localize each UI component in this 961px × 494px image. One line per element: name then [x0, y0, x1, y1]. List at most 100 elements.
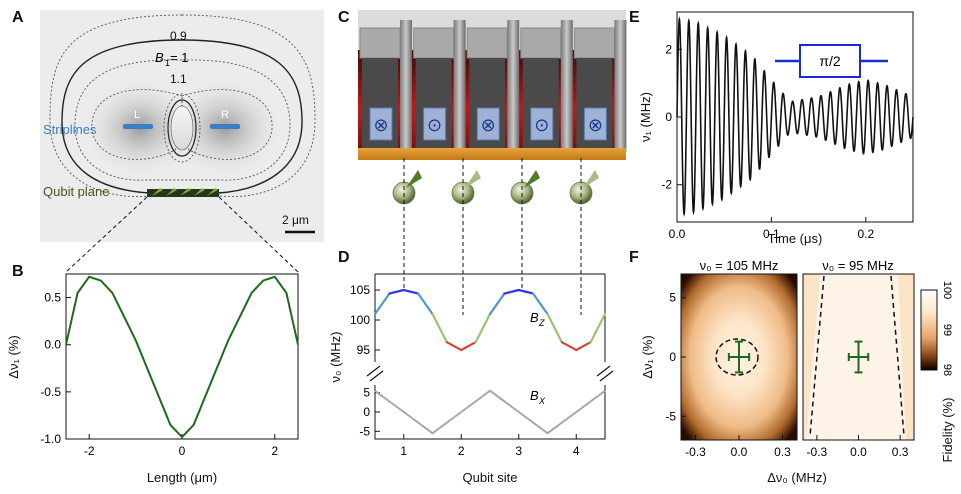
scale-bar-label: 2 μm	[282, 213, 309, 227]
panel-label-a: A	[12, 9, 24, 26]
chart-d-bx-label: B	[530, 388, 539, 403]
panel-label-b: B	[12, 263, 24, 280]
qubit-spin-arrow	[465, 170, 481, 188]
zoom-line-left	[65, 196, 148, 273]
chart-d-lower-ytick-label: -5	[359, 424, 370, 438]
chart-d-bz-segment	[546, 312, 563, 344]
wire-current-symbol: ⊙	[427, 115, 442, 135]
chart-e-xlabel: Time (μs)	[768, 231, 823, 246]
chart-e-xtick-label: 0.1	[763, 227, 780, 241]
device-pillar	[507, 20, 520, 152]
chart-d-bz-segment	[460, 341, 477, 352]
qubit-spin-arrow	[524, 170, 540, 188]
chart-d-bz-segment	[575, 341, 592, 352]
qubit-spin-arrow	[583, 170, 599, 188]
chart-f-xlabel: Δν₀ (MHz)	[767, 470, 827, 485]
colorbar-tick-label: 100	[941, 281, 953, 299]
colorbar-tick-label: 98	[941, 364, 953, 376]
wire-current-symbol: ⊗	[373, 115, 388, 135]
striplines-label: Striplines	[43, 122, 97, 137]
chart-f-title-left: ν₀ = 105 MHz	[700, 258, 779, 273]
wire-stripline-face	[530, 107, 554, 141]
chart-e-ytick-label: 0	[665, 110, 672, 124]
device-pillar	[453, 20, 466, 152]
panel-label-d: D	[338, 249, 350, 266]
chart-d-upper-ytick-label: 95	[357, 343, 371, 357]
chart-e-ytick-label: -2	[661, 178, 672, 192]
chart-d-bz-segment	[474, 312, 492, 344]
colorbar-tick-label: 99	[941, 324, 953, 336]
chart-d-ylabel: ν₀ (MHz)	[328, 332, 343, 383]
chart-f-title-right: ν₀ = 95 MHz	[822, 258, 894, 273]
chart-b-ytick-label: -0.5	[40, 385, 61, 399]
chart-d-bz-segment	[488, 292, 506, 316]
chart-e-ytick-label: 2	[665, 42, 672, 56]
panel-c-device: ⊗ ⊙ ⊗ ⊙ ⊗	[358, 10, 627, 205]
electrode-left-label: L	[134, 109, 140, 121]
device-pillar	[560, 20, 573, 152]
device-pillar	[614, 20, 627, 152]
device-pillar	[400, 20, 412, 152]
panel-a-field-map: 0.9 B 1 = 1 1.1 L R Striplines Qubit pla…	[40, 10, 324, 273]
chart-d-bx-sub: X	[538, 396, 546, 406]
chart-d-bz-segment	[503, 288, 520, 295]
chart-f-ytick-label: -5	[665, 409, 676, 423]
chart-e-oscillation-line	[676, 16, 914, 217]
contour-inner	[167, 99, 197, 157]
contour-label-b-sub: 1	[165, 58, 170, 68]
pulse-label: π/2	[819, 53, 841, 69]
wire-stripline-face	[583, 107, 607, 141]
chart-e-xtick-label: 0.0	[669, 227, 686, 241]
chart-f-ytick-label: 0	[669, 350, 676, 364]
colorbar	[920, 289, 938, 371]
chart-d-bx-line	[374, 389, 606, 435]
chart-d-xtick-label: 4	[573, 444, 580, 458]
wire-current-symbol: ⊗	[588, 115, 603, 135]
chart-d-bz-segment	[388, 288, 405, 295]
chart-f-right-xtick-label: 0.0	[850, 445, 867, 459]
chart-b: -2 0 2 0.5 0.0 -0.5 -1.0 Length (μm) Δν₁ (%)	[6, 273, 299, 485]
chart-b-ytick-label: -1.0	[40, 432, 61, 446]
pulse-symbol: π/2	[775, 44, 888, 78]
contour-label-0.9: 0.9	[170, 29, 187, 43]
chart-b-ytick-label: 0.5	[44, 291, 61, 305]
chart-f-ylabel: Δν₁ (%)	[640, 335, 655, 378]
chart-f-left-xtick-label: 0.3	[774, 445, 791, 459]
panel-label-f: F	[629, 249, 639, 266]
chart-d-upper-ytick-label: 105	[350, 283, 370, 297]
chart-e-ylabel: ν₁ (MHz)	[638, 92, 653, 142]
heatmap-left-contour	[715, 338, 759, 376]
qubit-plane-label: Qubit plane	[43, 184, 110, 199]
electrode-right-label: R	[221, 109, 229, 121]
chart-d-bz-segment	[589, 312, 607, 344]
wire-stripline-face	[423, 107, 447, 141]
chart-d-bz-segment	[517, 288, 535, 295]
chart-d: 1 2 3 4 105 100 95 5 0 -5 Qubit site ν₀ (MHz) B Z…	[328, 273, 614, 485]
chart-d-bz-sub: Z	[538, 318, 545, 328]
device-block-top	[573, 27, 615, 59]
chart-d-upper-ytick-label: 100	[350, 313, 370, 327]
chart-b-xtick-label: -2	[84, 444, 95, 458]
wire-current-symbol: ⊙	[534, 115, 549, 135]
contour-label-b: B	[155, 50, 164, 65]
chart-d-bz-segment	[532, 292, 549, 316]
chart-d-xtick-label: 2	[458, 444, 465, 458]
chart-f-right-xtick-label: 0.3	[892, 445, 909, 459]
heatmap-right-edge-left	[803, 274, 820, 440]
chart-d-bz-segment	[445, 341, 463, 352]
device-block-top	[520, 27, 562, 59]
chart-d-bz-segment	[560, 341, 578, 352]
chart-d-lower-ytick-label: 0	[363, 405, 370, 419]
device-substrate	[358, 148, 626, 160]
chart-f: -0.3 0.0 0.3 -0.3 0.0 0.3 5 0 -5 ν₀ = 105 MHz ν₀…	[640, 258, 955, 485]
chart-f-left-xtick-label: 0.0	[731, 445, 748, 459]
central-bright-spot	[170, 105, 194, 151]
chart-b-xlabel: Length (μm)	[147, 470, 217, 485]
chart-d-xtick-label: 3	[515, 444, 522, 458]
chart-f-right-xtick-label: -0.3	[807, 445, 828, 459]
colorbar-label: Fidelity (%)	[940, 397, 955, 462]
chart-d-frame	[374, 273, 606, 440]
stripline-right	[210, 124, 240, 129]
panel-label-c: C	[338, 9, 350, 26]
